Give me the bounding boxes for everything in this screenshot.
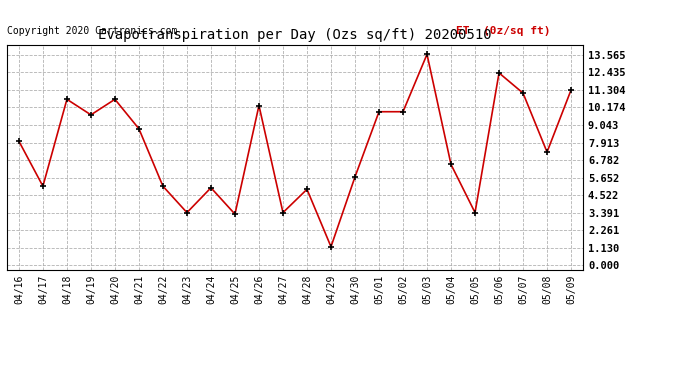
Title: Evapotranspiration per Day (Ozs sq/ft) 20200510: Evapotranspiration per Day (Ozs sq/ft) 2… bbox=[98, 28, 492, 42]
Text: Copyright 2020 Cartronics.com: Copyright 2020 Cartronics.com bbox=[7, 26, 177, 36]
Text: ET  (0z/sq ft): ET (0z/sq ft) bbox=[456, 26, 551, 36]
